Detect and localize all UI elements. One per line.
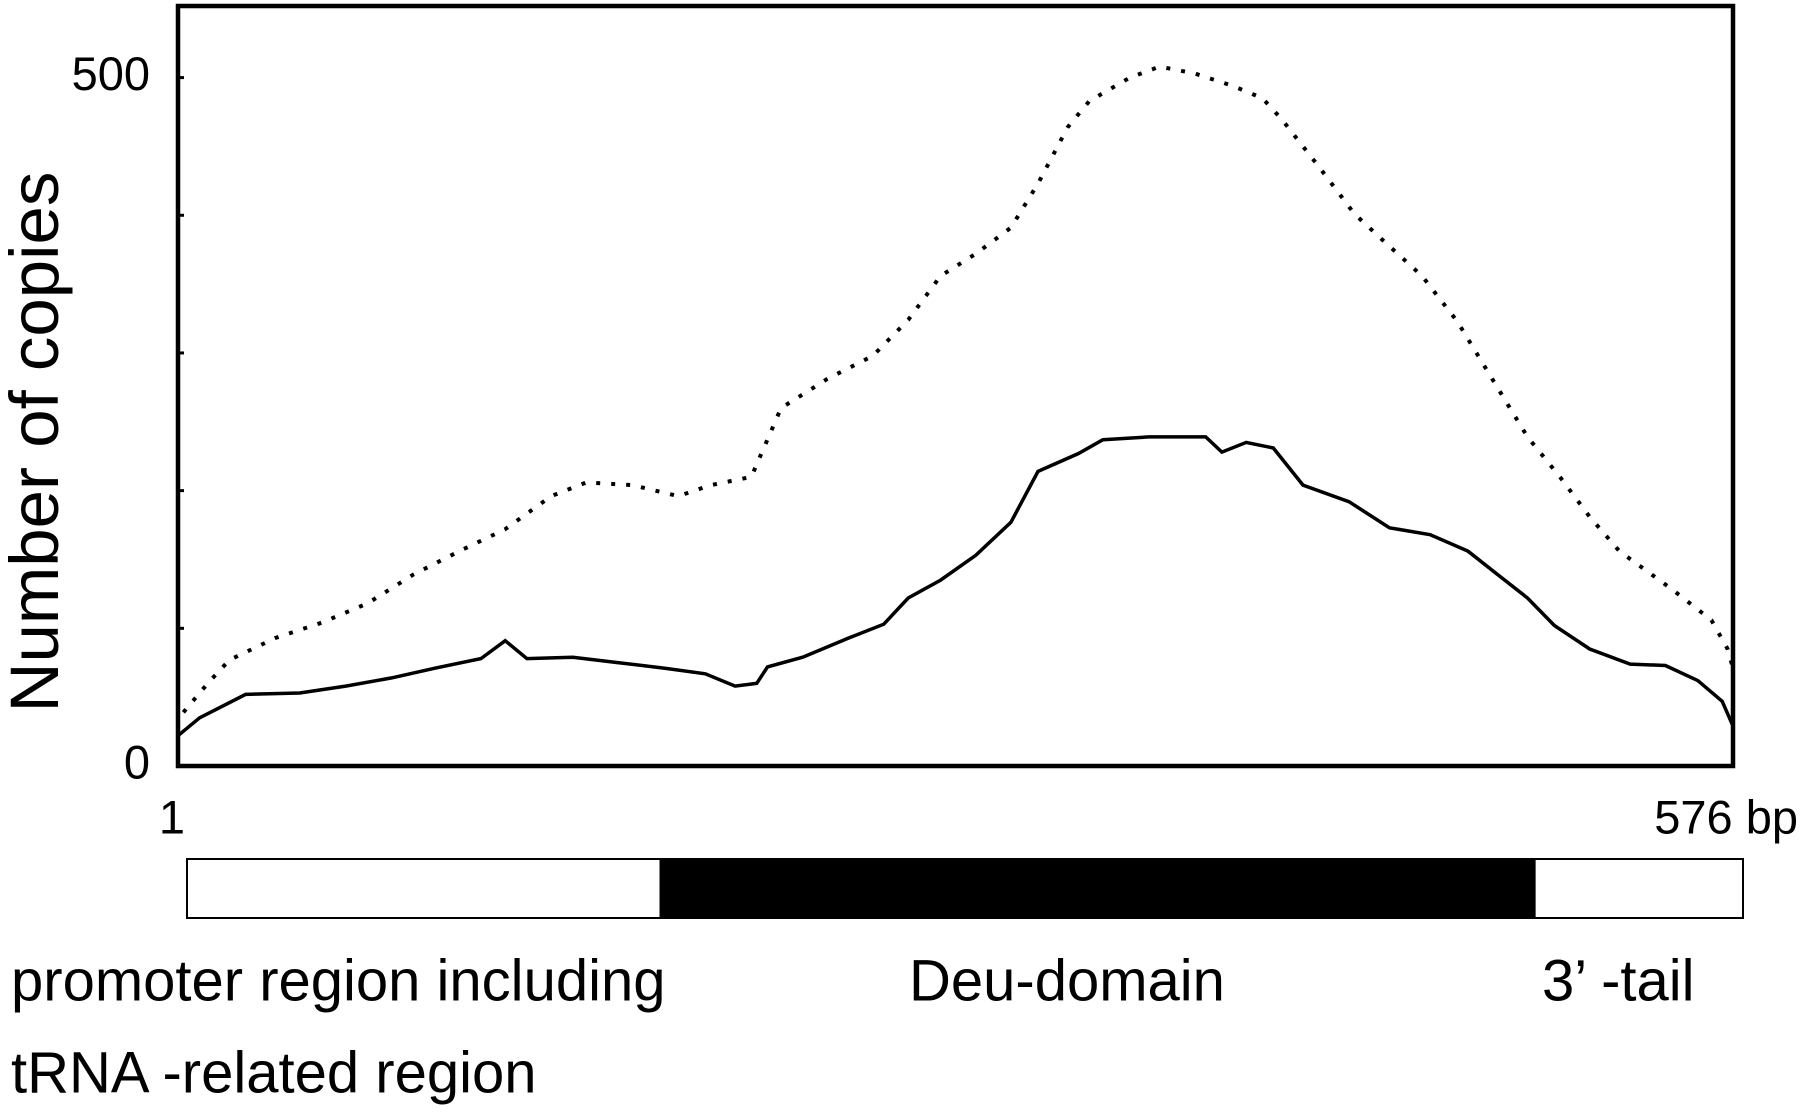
- domain-region: [659, 858, 1536, 919]
- x-tick-label: 576 bp: [1654, 790, 1798, 843]
- plot-frame: [175, 3, 1736, 769]
- y-tick-label: 500: [72, 47, 150, 100]
- region-label: 3’ -tail: [1542, 948, 1695, 1013]
- domain-region: [1533, 858, 1745, 919]
- domain-region: [186, 858, 662, 919]
- series-line: [181, 64, 1735, 714]
- y-axis-label: Number of copies: [0, 172, 73, 713]
- region-label: tRNA -related region: [11, 1040, 536, 1105]
- region-label: promoter region including: [11, 948, 665, 1013]
- x-tick-label: 1: [159, 790, 185, 843]
- series-line: [176, 435, 1735, 738]
- region-label: Deu-domain: [909, 948, 1225, 1013]
- y-tick-label: 0: [124, 735, 150, 788]
